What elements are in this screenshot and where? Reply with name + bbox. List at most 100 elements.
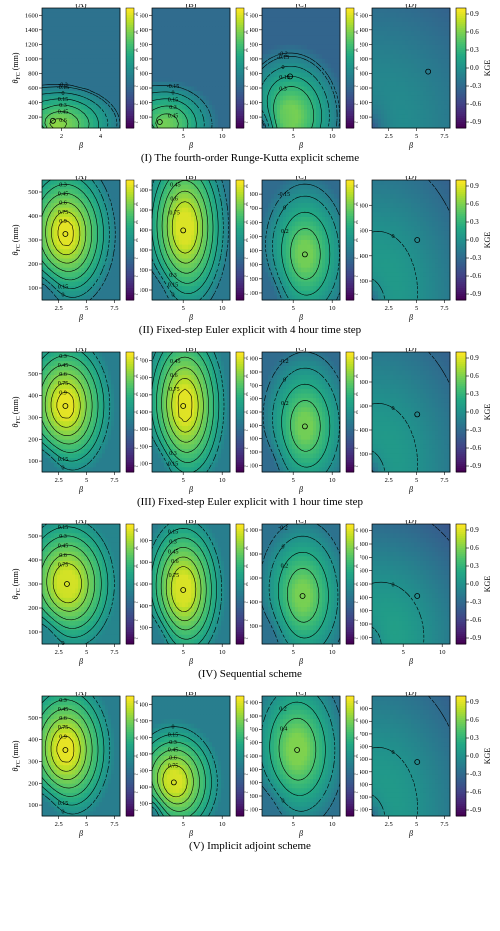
panel-wrap: 0.60.450.30.150-0.15-0.2(A)24β2004006008… xyxy=(8,4,122,150)
svg-text:400: 400 xyxy=(360,100,368,107)
svg-text:-0.3: -0.3 xyxy=(136,257,138,262)
svg-text:-0.3: -0.3 xyxy=(356,85,358,90)
svg-text:2: 2 xyxy=(60,133,63,140)
figure-grid: 0.60.450.30.150-0.15-0.2(A)24β2004006008… xyxy=(0,0,500,860)
svg-text:100: 100 xyxy=(140,287,148,294)
heatmap-panel: 0(D)2.557.5β100200300400500600700800900 xyxy=(360,692,452,838)
svg-text:-0.6: -0.6 xyxy=(470,100,482,108)
heatmap-panel: 0.30.150-0.15-0.2(C)510β2004006008001000… xyxy=(250,4,342,150)
colorbar-wrap: -0.9-0.6-0.30.00.30.60.9 xyxy=(124,176,138,322)
panel-title: (C) xyxy=(296,176,307,181)
svg-text:0.75: 0.75 xyxy=(58,210,69,216)
panel-title: (B) xyxy=(186,520,197,525)
panel-title: (B) xyxy=(186,4,197,9)
svg-text:0.0: 0.0 xyxy=(136,67,138,72)
svg-text:5: 5 xyxy=(182,133,185,140)
panel-wrap: (D)2.557.5β2004006008001000120014001600 xyxy=(360,4,452,150)
svg-text:1200: 1200 xyxy=(25,41,38,48)
svg-text:5: 5 xyxy=(415,133,418,140)
svg-text:0.3: 0.3 xyxy=(279,87,287,93)
svg-text:10: 10 xyxy=(219,133,226,140)
panel-wrap: 0.450.30.150-0.15(B)510β2004006008001000… xyxy=(140,4,232,150)
panel-title: (B) xyxy=(186,348,197,353)
svg-text:0: 0 xyxy=(62,293,65,299)
svg-text:0.45: 0.45 xyxy=(58,192,69,198)
svg-text:400: 400 xyxy=(140,227,148,234)
svg-text:β: β xyxy=(78,141,83,150)
panel-wrap: 0(D)2.557.5β100200300400500600700800900 xyxy=(360,692,452,838)
svg-text:600: 600 xyxy=(28,85,38,92)
svg-text:1400: 1400 xyxy=(140,27,148,34)
svg-text:1200: 1200 xyxy=(250,41,258,48)
panel-wrap: 0.20-0.2(C)510β1002003004005006007008009… xyxy=(250,348,342,494)
svg-text:0.6: 0.6 xyxy=(59,118,67,124)
svg-text:0.0: 0.0 xyxy=(136,239,138,244)
heatmap-panel: 0.750.60.450.30.150(B)510β20040060080010… xyxy=(140,692,232,838)
svg-text:1200: 1200 xyxy=(360,41,368,48)
svg-text:1000: 1000 xyxy=(250,56,258,63)
svg-text:0.9: 0.9 xyxy=(246,185,248,190)
heatmap-panel: 0(D)510β100200300400500600700800900 xyxy=(360,520,452,666)
heatmap-panel: 0.40.20(C)510β10020030040050060070080090… xyxy=(250,692,342,838)
panel-title: (A) xyxy=(75,520,86,525)
panel-wrap: 0.750.60.450.30.150(B)510β10020030040050… xyxy=(140,176,232,322)
svg-text:0.45: 0.45 xyxy=(170,183,181,189)
svg-text:100: 100 xyxy=(28,285,38,292)
svg-text:0.6: 0.6 xyxy=(136,203,138,208)
svg-text:-0.2: -0.2 xyxy=(58,82,68,88)
row-caption: (IV) Sequential scheme xyxy=(0,666,500,688)
panel-wrap: 0.90.750.60.450.30.150(A)2.557.5β1002003… xyxy=(8,348,122,494)
colorbar-wrap: -0.9-0.6-0.30.00.30.60.9 xyxy=(234,692,248,838)
svg-text:0.3: 0.3 xyxy=(136,221,138,226)
svg-text:7.5: 7.5 xyxy=(110,305,118,312)
svg-text:-0.9: -0.9 xyxy=(356,121,358,126)
panel-title: (B) xyxy=(186,176,197,181)
colorbar-wrap: -0.9-0.6-0.30.00.30.60.9 xyxy=(344,692,358,838)
svg-text:800: 800 xyxy=(140,70,148,77)
panel-title: (A) xyxy=(75,4,86,9)
svg-text:1000: 1000 xyxy=(25,56,38,63)
svg-text:0.9: 0.9 xyxy=(136,185,138,190)
svg-text:600: 600 xyxy=(140,85,148,92)
panel-title: (D) xyxy=(405,692,416,697)
colorbar: -0.9-0.6-0.30.00.30.60.9KGE xyxy=(454,520,496,666)
panel-wrap: 0(D)510β100200300400500600700800900 xyxy=(360,520,452,666)
svg-text:0.15: 0.15 xyxy=(168,97,179,103)
heatmap-panel: 0.20-0.2(C)510β2004006008001000 xyxy=(250,520,342,666)
svg-text:500: 500 xyxy=(28,189,38,196)
panel-title: (D) xyxy=(405,348,416,353)
svg-text:600: 600 xyxy=(360,85,368,92)
svg-text:0.3: 0.3 xyxy=(470,46,479,54)
svg-text:300: 300 xyxy=(28,237,38,244)
colorbar-wrap: -0.9-0.6-0.30.00.30.60.9 xyxy=(234,520,248,666)
svg-text:10: 10 xyxy=(219,305,226,312)
panel-title: (C) xyxy=(296,520,307,525)
heatmap-panel: 0.90.750.60.450.30.150(A)2.557.5β1002003… xyxy=(8,348,122,494)
svg-text:0.6: 0.6 xyxy=(136,31,138,36)
colorbar-wrap: -0.9-0.6-0.30.00.30.60.9KGE xyxy=(454,176,496,322)
svg-text:0.3: 0.3 xyxy=(246,221,248,226)
svg-text:0.45: 0.45 xyxy=(58,110,69,116)
svg-text:β: β xyxy=(78,313,83,322)
colorbar-wrap: -0.9-0.6-0.30.00.30.60.9 xyxy=(234,176,248,322)
svg-text:0.3: 0.3 xyxy=(59,103,67,109)
row-caption: (III) Fixed-step Euler explicit with 1 h… xyxy=(0,494,500,516)
svg-text:200: 200 xyxy=(140,267,148,274)
panel-title: (C) xyxy=(296,4,307,9)
svg-text:0.6: 0.6 xyxy=(59,201,67,207)
svg-text:0: 0 xyxy=(62,91,65,97)
panel-wrap: 0.20-0.2(C)510β2004006008001000 xyxy=(250,520,342,666)
colorbar-wrap: -0.9-0.6-0.30.00.30.60.9 xyxy=(124,520,138,666)
svg-text:600: 600 xyxy=(250,85,258,92)
panel-title: (D) xyxy=(405,176,416,181)
svg-text:-0.15: -0.15 xyxy=(167,84,180,90)
svg-text:2.5: 2.5 xyxy=(385,133,393,140)
colorbar: -0.9-0.6-0.30.00.30.60.9KGE xyxy=(454,4,496,150)
heatmap-panel: 0.20-0.2(C)510β1002003004005006007008009… xyxy=(250,348,342,494)
panel-wrap: 0.90.750.60.450.30.150(A)2.557.5β1002003… xyxy=(8,176,122,322)
colorbar-wrap: -0.9-0.6-0.30.00.30.60.9KGE xyxy=(454,520,496,666)
colorbar-wrap: -0.9-0.6-0.30.00.30.60.9 xyxy=(124,4,138,150)
svg-text:0.3: 0.3 xyxy=(136,49,138,54)
svg-text:0.6: 0.6 xyxy=(170,196,178,202)
row-caption: (V) Implicit adjoint scheme xyxy=(0,838,500,860)
